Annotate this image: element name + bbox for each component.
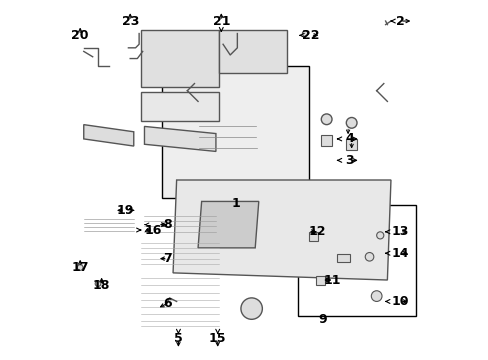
- Text: 12: 12: [308, 225, 326, 238]
- Text: 20: 20: [71, 29, 89, 42]
- Text: 7: 7: [163, 252, 172, 265]
- Circle shape: [365, 252, 373, 261]
- Text: 11: 11: [323, 274, 340, 287]
- Circle shape: [321, 114, 331, 125]
- Text: 4: 4: [345, 132, 353, 145]
- Polygon shape: [141, 93, 219, 121]
- Text: 3: 3: [345, 154, 353, 167]
- Bar: [346, 139, 356, 150]
- Polygon shape: [219, 30, 287, 73]
- Bar: [298, 205, 415, 316]
- Text: 13: 13: [390, 225, 408, 238]
- Text: 22: 22: [301, 29, 319, 42]
- Circle shape: [346, 117, 356, 128]
- Text: 21: 21: [212, 14, 229, 27]
- Bar: [337, 254, 349, 262]
- Text: 14: 14: [390, 247, 408, 260]
- Circle shape: [241, 298, 262, 319]
- Text: 19: 19: [116, 204, 133, 217]
- Circle shape: [370, 291, 381, 301]
- Bar: [315, 276, 324, 285]
- Bar: [162, 66, 308, 198]
- Text: 8: 8: [163, 218, 172, 231]
- Text: 5: 5: [174, 333, 183, 346]
- Text: 2: 2: [395, 14, 404, 27]
- Circle shape: [95, 281, 101, 287]
- Circle shape: [302, 31, 307, 36]
- Text: 18: 18: [93, 279, 110, 292]
- Text: 15: 15: [208, 333, 226, 346]
- Text: 23: 23: [121, 14, 139, 27]
- Bar: [308, 232, 317, 241]
- Polygon shape: [141, 30, 219, 87]
- Text: 16: 16: [144, 224, 162, 237]
- Circle shape: [376, 232, 383, 239]
- Polygon shape: [173, 180, 390, 280]
- Text: 1: 1: [231, 197, 240, 210]
- Polygon shape: [83, 125, 134, 146]
- Text: 6: 6: [163, 297, 172, 310]
- Polygon shape: [144, 126, 216, 152]
- Bar: [321, 135, 331, 146]
- Text: 17: 17: [71, 261, 89, 274]
- Text: 9: 9: [318, 313, 327, 326]
- Text: 10: 10: [390, 295, 408, 308]
- Polygon shape: [198, 202, 258, 248]
- Circle shape: [77, 265, 83, 270]
